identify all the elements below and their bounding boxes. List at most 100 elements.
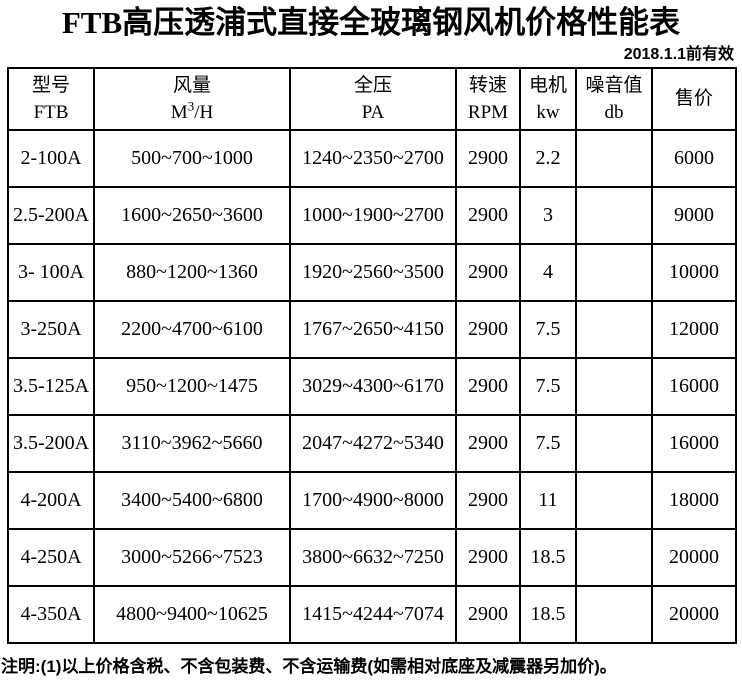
cell-noise	[575, 356, 653, 416]
cell-airflow: 3000~5266~7523	[93, 527, 291, 587]
cell-model: 4-350A	[7, 584, 95, 644]
cell-noise	[575, 185, 653, 245]
cell-noise	[575, 413, 653, 473]
cell-price: 20000	[651, 527, 737, 587]
table-row: 4-250A 3000~5266~7523 3800~6632~7250 290…	[7, 527, 737, 587]
cell-price: 16000	[651, 413, 737, 473]
cell-price: 18000	[651, 470, 737, 530]
header-motor-unit: kw	[536, 101, 560, 123]
header-model-unit: FTB	[33, 101, 69, 123]
cell-airflow: 3110~3962~5660	[93, 413, 291, 473]
header-price-cn: 售价	[674, 88, 713, 110]
cell-speed: 2900	[455, 356, 521, 416]
cell-model: 2-100A	[7, 128, 95, 188]
cell-pressure: 1240~2350~2700	[289, 128, 457, 188]
cell-model: 2.5-200A	[7, 185, 95, 245]
column-header-pressure: 全压 PA	[289, 66, 457, 131]
header-noise-unit: db	[604, 101, 624, 123]
cell-motor: 4	[519, 242, 577, 302]
cell-pressure: 1767~2650~4150	[289, 299, 457, 359]
header-speed-cn: 转速	[468, 74, 507, 96]
header-airflow-unit: M3/H	[170, 98, 214, 123]
cell-price: 10000	[651, 242, 737, 302]
table-row: 3-250A 2200~4700~6100 1767~2650~4150 290…	[7, 299, 737, 359]
cell-speed: 2900	[455, 185, 521, 245]
cell-noise	[575, 584, 653, 644]
table-row: 4-200A 3400~5400~6800 1700~4900~8000 290…	[7, 470, 737, 530]
header-model-cn: 型号	[31, 74, 70, 96]
cell-price: 12000	[651, 299, 737, 359]
cell-noise	[575, 299, 653, 359]
cell-airflow: 3400~5400~6800	[93, 470, 291, 530]
header-noise-cn: 噪音值	[585, 74, 643, 96]
page-title: FTB高压透浦式直接全玻璃钢风机价格性能表	[61, 5, 681, 40]
header-airflow-cn: 风量	[172, 74, 211, 96]
cell-airflow: 4800~9400~10625	[93, 584, 291, 644]
cell-model: 4-200A	[7, 470, 95, 530]
validity-date: 2018.1.1前有效	[623, 45, 734, 63]
cell-pressure: 1415~4244~7074	[289, 584, 457, 644]
cell-noise	[575, 242, 653, 302]
header-pressure-unit: PA	[361, 101, 385, 123]
cell-airflow: 1600~2650~3600	[93, 185, 291, 245]
cell-motor: 7.5	[519, 356, 577, 416]
cell-motor: 2.2	[519, 128, 577, 188]
cell-pressure: 1920~2560~3500	[289, 242, 457, 302]
table-body: 2-100A 500~700~1000 1240~2350~2700 2900 …	[7, 128, 737, 644]
cell-noise	[575, 527, 653, 587]
column-header-airflow: 风量 M3/H	[93, 66, 291, 131]
header-speed-unit: RPM	[467, 101, 509, 123]
price-table: 型号 FTB 风量 M3/H 全压 PA 转速 RPM 电机 kw	[7, 66, 737, 644]
cell-pressure: 1700~4900~8000	[289, 470, 457, 530]
cell-motor: 11	[519, 470, 577, 530]
cell-model: 3.5-200A	[7, 413, 95, 473]
cell-airflow: 880~1200~1360	[93, 242, 291, 302]
cell-airflow: 500~700~1000	[93, 128, 291, 188]
cell-price: 20000	[651, 584, 737, 644]
cell-speed: 2900	[455, 242, 521, 302]
table-row: 3.5-125A 950~1200~1475 3029~4300~6170 29…	[7, 356, 737, 416]
table-row: 3.5-200A 3110~3962~5660 2047~4272~5340 2…	[7, 413, 737, 473]
cell-noise	[575, 470, 653, 530]
cell-speed: 2900	[455, 413, 521, 473]
cell-pressure: 2047~4272~5340	[289, 413, 457, 473]
cell-speed: 2900	[455, 299, 521, 359]
cell-speed: 2900	[455, 584, 521, 644]
cell-pressure: 3029~4300~6170	[289, 356, 457, 416]
cell-motor: 18.5	[519, 527, 577, 587]
header-pressure-cn: 全压	[353, 74, 392, 96]
header-motor-cn: 电机	[528, 74, 567, 96]
cell-motor: 7.5	[519, 413, 577, 473]
table-header-row: 型号 FTB 风量 M3/H 全压 PA 转速 RPM 电机 kw	[7, 66, 737, 131]
cell-model: 3.5-125A	[7, 356, 95, 416]
cell-price: 16000	[651, 356, 737, 416]
table-row: 2.5-200A 1600~2650~3600 1000~1900~2700 2…	[7, 185, 737, 245]
cell-motor: 7.5	[519, 299, 577, 359]
cell-airflow: 950~1200~1475	[93, 356, 291, 416]
cell-pressure: 1000~1900~2700	[289, 185, 457, 245]
column-header-model: 型号 FTB	[7, 66, 95, 131]
column-header-speed: 转速 RPM	[455, 66, 521, 131]
cell-pressure: 3800~6632~7250	[289, 527, 457, 587]
table-row: 4-350A 4800~9400~10625 1415~4244~7074 29…	[7, 584, 737, 644]
column-header-price: 售价	[651, 66, 737, 131]
cell-model: 3-250A	[7, 299, 95, 359]
cell-speed: 2900	[455, 128, 521, 188]
cell-price: 9000	[651, 185, 737, 245]
cell-noise	[575, 128, 653, 188]
cell-speed: 2900	[455, 527, 521, 587]
column-header-noise: 噪音值 db	[575, 66, 653, 131]
cell-motor: 18.5	[519, 584, 577, 644]
footnote: 注明:(1)以上价格含税、不含包装费、不含运输费(如需相对底座及减震器另加价)。	[1, 656, 617, 676]
cell-airflow: 2200~4700~6100	[93, 299, 291, 359]
table-row: 3- 100A 880~1200~1360 1920~2560~3500 290…	[7, 242, 737, 302]
table-row: 2-100A 500~700~1000 1240~2350~2700 2900 …	[7, 128, 737, 188]
superscript-3: 3	[187, 98, 195, 114]
cell-price: 6000	[651, 128, 737, 188]
column-header-motor: 电机 kw	[519, 66, 577, 131]
cell-motor: 3	[519, 185, 577, 245]
cell-model: 4-250A	[7, 527, 95, 587]
cell-speed: 2900	[455, 470, 521, 530]
cell-model: 3- 100A	[7, 242, 95, 302]
